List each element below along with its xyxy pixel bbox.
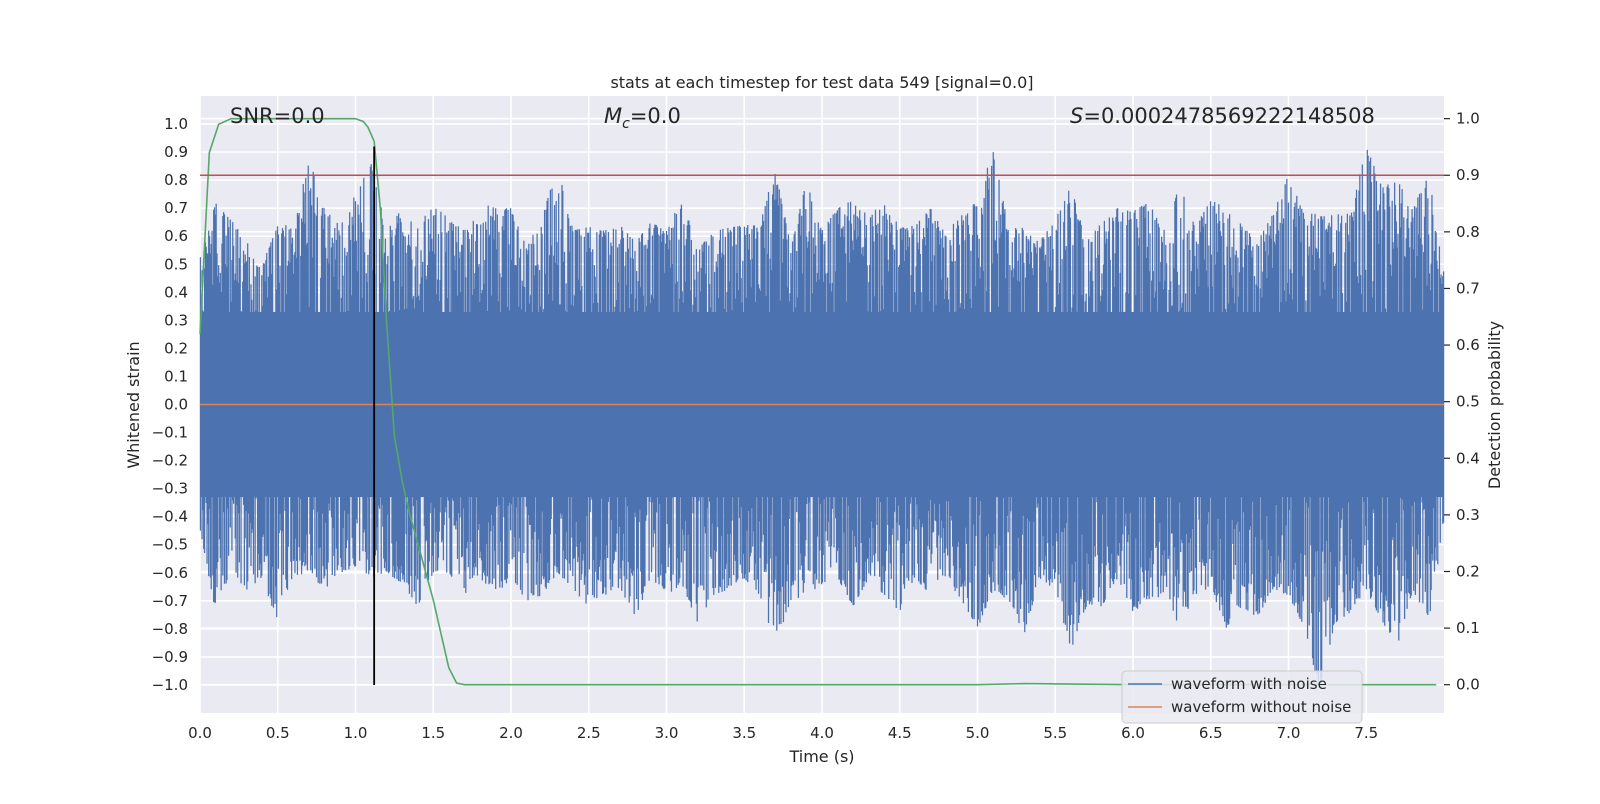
- x-tick-label: 5.0: [966, 724, 990, 742]
- y-tick-label: 0.9: [164, 143, 188, 161]
- y-tick-label: −0.1: [152, 424, 188, 442]
- y-right-tick-label: 0.6: [1456, 336, 1480, 354]
- y-tick-label: −0.3: [152, 480, 188, 498]
- y-tick-label: 0.2: [164, 339, 188, 357]
- y-right-tick-label: 1.0: [1456, 110, 1480, 128]
- y-right-tick-label: 0.8: [1456, 223, 1480, 241]
- x-tick-label: 4.5: [888, 724, 912, 742]
- y-tick-label: 0.3: [164, 311, 188, 329]
- y-right-tick-label: 0.0: [1456, 676, 1480, 694]
- legend-label-noise: waveform with noise: [1171, 675, 1327, 693]
- y-tick-label: 0.7: [164, 199, 188, 217]
- y-tick-label: 0.5: [164, 255, 188, 273]
- y-tick-label: 0.8: [164, 171, 188, 189]
- y-tick-label: 0.4: [164, 283, 188, 301]
- x-tick-label: 3.5: [732, 724, 756, 742]
- y-tick-labels: 1.0 0.9 0.8 0.7 0.6 0.5 0.4 0.3 0.2 0.1 0.0 −0.1 −0.…: [152, 115, 188, 694]
- y-tick-label: 0.0: [164, 396, 188, 414]
- y-right-tick-label: 0.1: [1456, 619, 1480, 637]
- legend-box: [1121, 670, 1363, 724]
- y-tick-label: −0.4: [152, 508, 188, 526]
- y-right-tick-labels: 1.0 0.9 0.8 0.7 0.6 0.5 0.4 0.3 0.2 0.1 0.0: [1444, 110, 1480, 694]
- x-tick-label: 0.0: [188, 724, 212, 742]
- series-layer: [199, 117, 1444, 686]
- chart-title: stats at each timestep for test data 549…: [610, 73, 1033, 92]
- y-right-tick-label: 0.5: [1456, 393, 1480, 411]
- x-axis-label: Time (s): [788, 747, 854, 766]
- snr-annotation: SNR=0.0: [230, 104, 325, 128]
- x-tick-label: 3.0: [655, 724, 679, 742]
- mc-value: =0.0: [630, 104, 681, 128]
- x-tick-label: 7.5: [1354, 724, 1378, 742]
- y-tick-label: 0.6: [164, 227, 188, 245]
- y-tick-label: 1.0: [164, 115, 188, 133]
- y-tick-label: −0.9: [152, 648, 188, 666]
- x-tick-label: 4.0: [810, 724, 834, 742]
- legend-label-clean: waveform without noise: [1171, 698, 1351, 716]
- legend: waveform with noise waveform without noi…: [1121, 670, 1363, 724]
- x-tick-labels: 0.0 0.5 1.0 1.5 2.0 2.5 3.0 3.5 4.0 4.5 5.0 5.5 6.0 6…: [188, 724, 1378, 742]
- x-tick-label: 7.0: [1277, 724, 1301, 742]
- y-tick-label: −0.2: [152, 452, 188, 470]
- y-tick-label: 0.1: [164, 367, 188, 385]
- y-axis-label: Whitened strain: [124, 341, 143, 468]
- y-tick-label: −0.7: [152, 592, 188, 610]
- mc-subscript: c: [622, 116, 630, 132]
- y-tick-label: −0.5: [152, 536, 188, 554]
- x-tick-label: 1.0: [344, 724, 368, 742]
- y-right-tick-label: 0.4: [1456, 449, 1480, 467]
- x-tick-label: 2.0: [499, 724, 523, 742]
- mc-symbol: M: [604, 104, 622, 128]
- x-tick-label: 1.5: [421, 724, 445, 742]
- y-right-tick-label: 0.3: [1456, 506, 1480, 524]
- y-right-tick-label: 0.7: [1456, 279, 1480, 297]
- x-tick-label: 6.0: [1121, 724, 1145, 742]
- series-detection-probability: [199, 117, 1437, 686]
- mc-annotation: Mc=0.0: [604, 104, 681, 132]
- s-symbol: S: [1070, 104, 1083, 128]
- x-tick-label: 5.5: [1043, 724, 1067, 742]
- y-tick-label: −1.0: [152, 676, 188, 694]
- y-tick-label: −0.8: [152, 620, 188, 638]
- x-tick-label: 2.5: [577, 724, 601, 742]
- s-annotation: S=0.0002478569222148508: [1070, 104, 1375, 128]
- x-tick-label: 6.5: [1199, 724, 1223, 742]
- x-tick-label: 0.5: [266, 724, 290, 742]
- series-waveform-with-noise: [199, 149, 1445, 685]
- y-tick-label: −0.6: [152, 564, 188, 582]
- y-right-tick-label: 0.9: [1456, 166, 1480, 184]
- y-right-tick-label: 0.2: [1456, 562, 1480, 580]
- s-value: =0.0002478569222148508: [1083, 104, 1375, 128]
- y-right-axis-label: Detection probability: [1485, 321, 1504, 489]
